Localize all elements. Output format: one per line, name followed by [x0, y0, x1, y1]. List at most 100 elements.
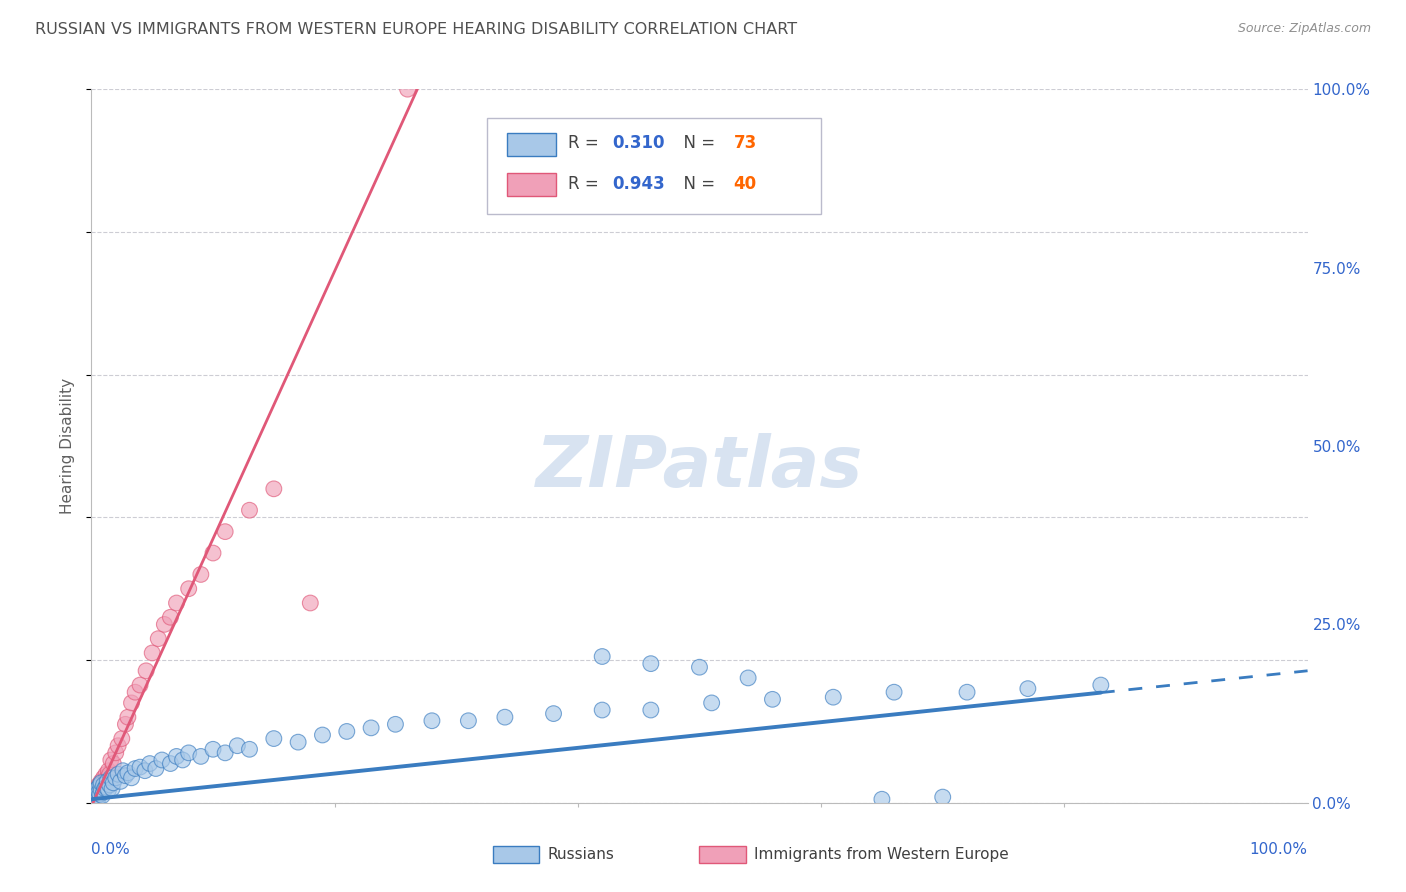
Ellipse shape	[91, 777, 108, 793]
Ellipse shape	[242, 741, 257, 757]
Ellipse shape	[100, 763, 117, 779]
FancyBboxPatch shape	[508, 173, 555, 196]
Ellipse shape	[100, 782, 117, 797]
Ellipse shape	[595, 702, 610, 718]
Ellipse shape	[765, 691, 780, 707]
Ellipse shape	[315, 727, 330, 743]
Text: R =: R =	[568, 135, 605, 153]
Ellipse shape	[90, 780, 105, 797]
Text: 73: 73	[734, 135, 756, 153]
Ellipse shape	[91, 789, 107, 805]
Ellipse shape	[546, 706, 561, 722]
Ellipse shape	[875, 791, 890, 807]
Ellipse shape	[150, 631, 166, 647]
Ellipse shape	[114, 731, 129, 747]
Ellipse shape	[97, 780, 112, 797]
Ellipse shape	[93, 782, 110, 797]
Ellipse shape	[108, 770, 124, 786]
Ellipse shape	[96, 770, 111, 786]
Ellipse shape	[205, 741, 221, 757]
FancyBboxPatch shape	[486, 118, 821, 214]
FancyBboxPatch shape	[492, 846, 538, 863]
Ellipse shape	[290, 734, 307, 750]
Ellipse shape	[163, 609, 179, 625]
Ellipse shape	[643, 702, 659, 718]
Ellipse shape	[218, 524, 233, 540]
Ellipse shape	[87, 784, 103, 800]
Ellipse shape	[115, 763, 131, 779]
Ellipse shape	[86, 788, 101, 804]
Ellipse shape	[91, 784, 107, 800]
Ellipse shape	[96, 777, 111, 793]
Ellipse shape	[91, 787, 108, 802]
Ellipse shape	[104, 780, 120, 797]
Ellipse shape	[105, 756, 121, 772]
Ellipse shape	[89, 788, 104, 804]
Ellipse shape	[132, 759, 148, 775]
Ellipse shape	[363, 720, 380, 736]
Ellipse shape	[142, 756, 157, 772]
Ellipse shape	[108, 745, 124, 761]
Text: 100.0%: 100.0%	[1250, 842, 1308, 857]
Ellipse shape	[118, 768, 134, 783]
Ellipse shape	[148, 761, 163, 776]
Ellipse shape	[120, 709, 136, 725]
Ellipse shape	[595, 648, 610, 665]
Text: 0.310: 0.310	[612, 135, 665, 153]
Ellipse shape	[91, 782, 108, 797]
Ellipse shape	[181, 745, 197, 761]
Ellipse shape	[886, 684, 903, 700]
Text: Russians: Russians	[547, 847, 614, 863]
Ellipse shape	[98, 780, 114, 795]
Ellipse shape	[174, 752, 190, 768]
Ellipse shape	[169, 595, 184, 611]
Ellipse shape	[112, 773, 128, 789]
Text: RUSSIAN VS IMMIGRANTS FROM WESTERN EUROPE HEARING DISABILITY CORRELATION CHART: RUSSIAN VS IMMIGRANTS FROM WESTERN EUROP…	[35, 22, 797, 37]
FancyBboxPatch shape	[508, 133, 555, 155]
Ellipse shape	[94, 780, 110, 795]
Ellipse shape	[156, 616, 173, 632]
Ellipse shape	[86, 787, 101, 802]
Ellipse shape	[496, 709, 513, 725]
Ellipse shape	[193, 748, 208, 764]
Ellipse shape	[740, 670, 756, 686]
Ellipse shape	[96, 784, 111, 800]
Ellipse shape	[302, 595, 318, 611]
Ellipse shape	[110, 738, 127, 754]
Ellipse shape	[136, 763, 153, 779]
Ellipse shape	[120, 765, 136, 780]
Ellipse shape	[91, 777, 107, 793]
Text: Source: ZipAtlas.com: Source: ZipAtlas.com	[1237, 22, 1371, 36]
Ellipse shape	[128, 684, 143, 700]
Ellipse shape	[87, 784, 103, 800]
Ellipse shape	[128, 761, 143, 776]
Ellipse shape	[103, 770, 118, 786]
Ellipse shape	[169, 748, 184, 764]
Ellipse shape	[425, 713, 440, 729]
Ellipse shape	[89, 790, 104, 806]
Ellipse shape	[825, 690, 841, 705]
Ellipse shape	[1092, 677, 1109, 693]
Text: 40: 40	[734, 175, 756, 193]
Ellipse shape	[93, 775, 110, 790]
Ellipse shape	[218, 745, 233, 761]
Text: 0.943: 0.943	[612, 175, 665, 193]
Ellipse shape	[118, 716, 134, 732]
Ellipse shape	[94, 788, 110, 804]
Ellipse shape	[86, 791, 101, 807]
Ellipse shape	[84, 791, 100, 807]
Text: Immigrants from Western Europe: Immigrants from Western Europe	[754, 847, 1010, 863]
FancyBboxPatch shape	[699, 846, 745, 863]
Ellipse shape	[643, 656, 659, 672]
Ellipse shape	[229, 738, 245, 754]
Ellipse shape	[935, 789, 950, 805]
Ellipse shape	[242, 502, 257, 518]
Text: ZIPatlas: ZIPatlas	[536, 433, 863, 502]
Text: 0.0%: 0.0%	[91, 842, 131, 857]
Ellipse shape	[193, 566, 208, 582]
Ellipse shape	[90, 784, 105, 800]
Ellipse shape	[692, 659, 707, 675]
Ellipse shape	[704, 695, 720, 711]
Ellipse shape	[181, 581, 197, 597]
Ellipse shape	[97, 775, 112, 790]
